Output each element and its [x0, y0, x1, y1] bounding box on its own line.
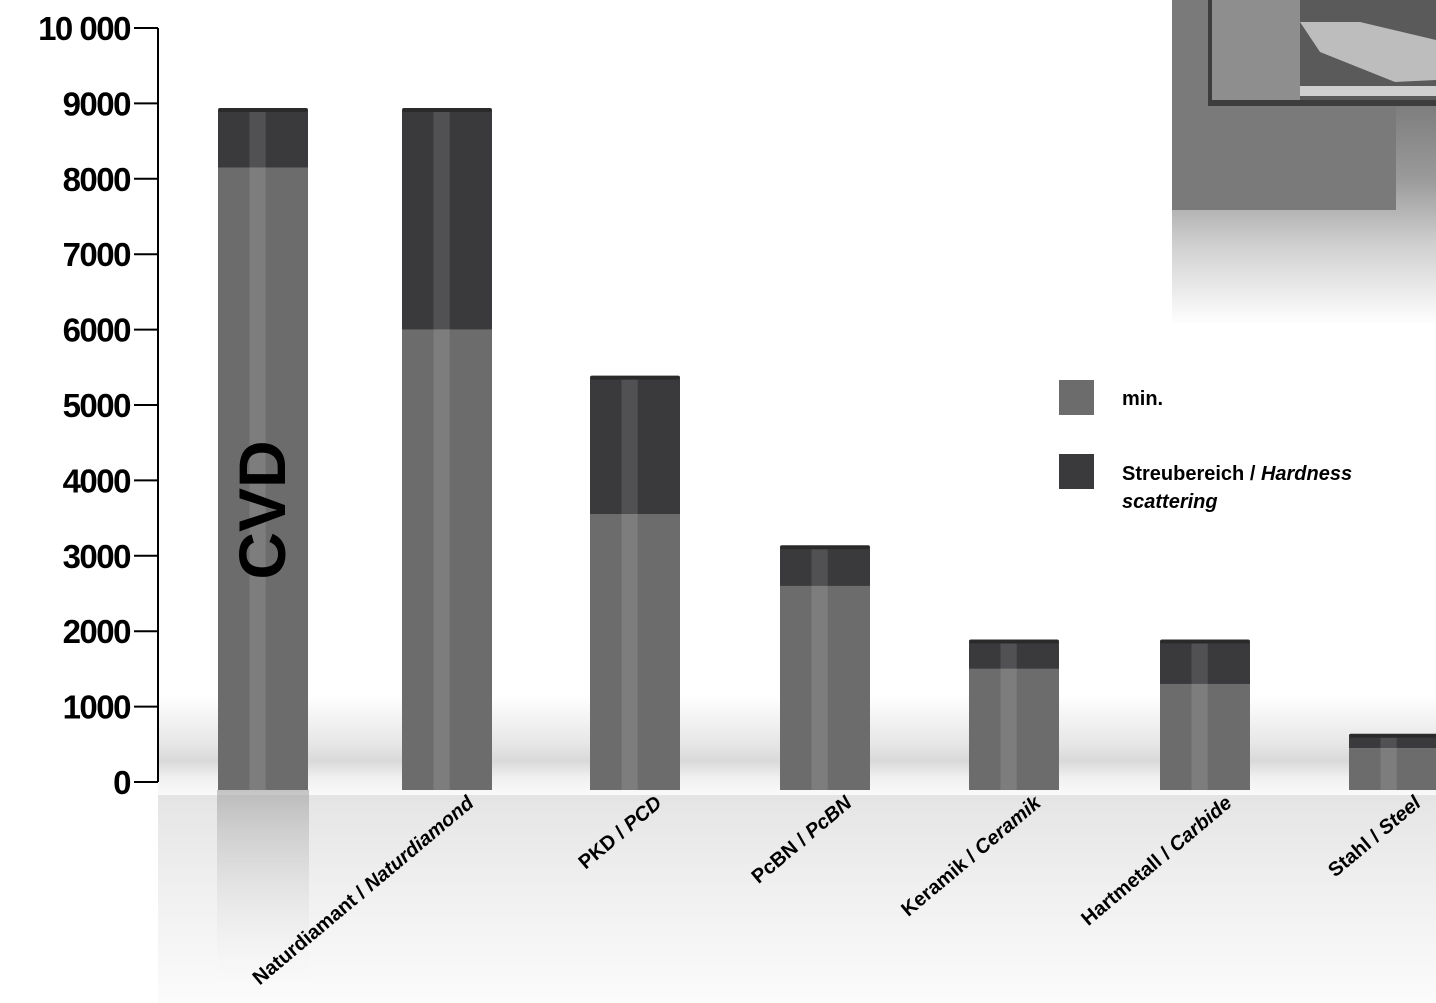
- bar-highlight: [249, 110, 266, 790]
- bar-cap: [1160, 639, 1250, 644]
- bar-scatter-naturdiamant: [402, 110, 492, 330]
- bar-scatter-cvd: [218, 110, 308, 168]
- y-tick-label: 5000: [63, 387, 131, 424]
- bar-min-cvd: [218, 167, 308, 791]
- y-tick-label: 0: [113, 764, 130, 801]
- y-tick-label: 1000: [63, 689, 131, 726]
- legend-swatch-min: [1059, 380, 1094, 415]
- y-tick-label: 4000: [63, 462, 131, 499]
- bar-scatter-keramik: [969, 642, 1059, 669]
- y-tick-label: 9000: [63, 85, 131, 122]
- legend: min. Streubereich / Hardness scattering: [1059, 380, 1358, 513]
- legend-label-scatter: Streubereich / Hardness scattering: [1122, 463, 1358, 513]
- bar-cap: [590, 375, 680, 380]
- legend-swatch-scatter: [1059, 454, 1094, 489]
- bar-highlight: [1000, 642, 1017, 790]
- bar-min-hartmetall: [1160, 683, 1250, 790]
- bar-highlight: [811, 548, 828, 790]
- bar-scatter-pcbn: [780, 548, 870, 586]
- bar-label-cvd: CVD: [225, 440, 299, 579]
- bar-min-pcbn: [780, 585, 870, 790]
- bars: CVD: [218, 107, 1436, 791]
- bar-scatter-hartmetall: [1160, 642, 1250, 684]
- bar-scatter-stahl: [1349, 736, 1436, 749]
- bar-min-pkd: [590, 514, 680, 790]
- bar-highlight: [1191, 642, 1208, 790]
- y-tick-label: 10 000: [38, 10, 130, 47]
- bar-cap: [1349, 733, 1436, 738]
- y-tick-label: 2000: [63, 613, 131, 650]
- bar-min-stahl: [1349, 748, 1436, 790]
- bar-min-keramik: [969, 668, 1059, 790]
- bar-cap: [780, 545, 870, 550]
- bar-min-naturdiamant: [402, 329, 492, 790]
- y-tick-label: 7000: [63, 236, 131, 273]
- bar-cap: [969, 639, 1059, 644]
- tool-photo: [1172, 0, 1436, 325]
- bar-highlight: [433, 110, 450, 790]
- bar-cap: [218, 107, 308, 112]
- bar-highlight: [621, 378, 638, 790]
- legend-label-min: min.: [1122, 388, 1163, 410]
- bar-scatter-pkd: [590, 378, 680, 515]
- bar-cap: [402, 107, 492, 112]
- y-tick-label: 3000: [63, 538, 131, 575]
- bar-highlight: [1380, 736, 1397, 790]
- y-axis-ticks: 0 1000 2000 3000 4000 5000 6000 7000 8000 9000 10 …: [38, 10, 158, 801]
- y-tick-label: 6000: [63, 312, 131, 349]
- y-tick-label: 8000: [63, 161, 131, 198]
